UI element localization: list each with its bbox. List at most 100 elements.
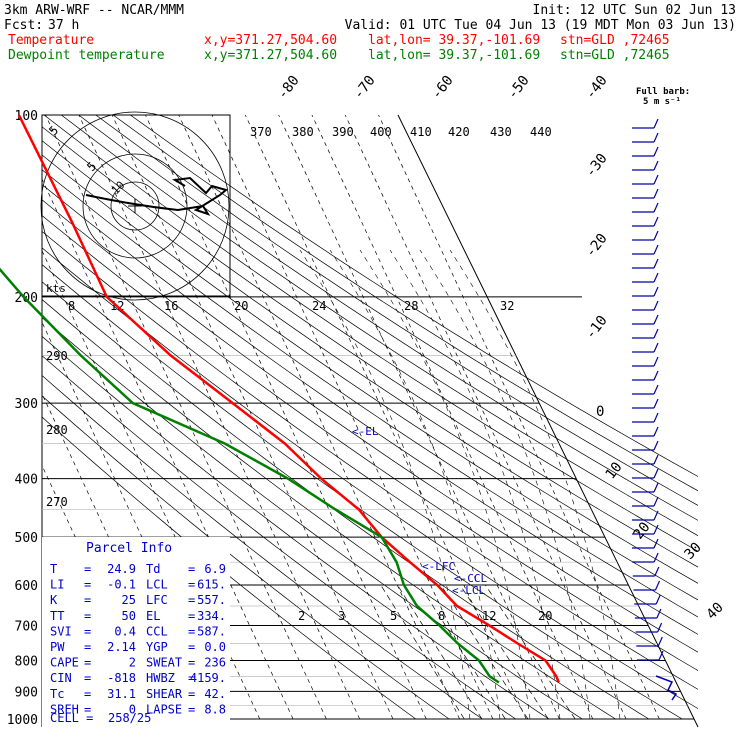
dewpoint-station: stn=GLD ,72465 [560,48,670,63]
dewpoint-legend: Dewpoint temperature [8,48,165,63]
theta-label: 370 [250,125,272,139]
isotherm-line [344,115,627,720]
ccl-annotation: <-CCL [454,572,487,585]
parcel-param-equals: = [84,593,91,607]
mixing-ratio-label: 2 [298,609,305,623]
wind-barb-flag [653,328,659,339]
wind-barb-flag [657,636,663,647]
parcel-param-name: SVI [50,624,72,638]
wind-barb-flag [654,566,660,577]
dry-adiabat-line [42,231,698,690]
parcel-param-equals: = [188,578,195,592]
parcel-param-name: CCL [146,624,168,638]
parcel-param-name: SHEAR [146,687,183,701]
wind-barbs [632,118,678,701]
moist-adiabat-line [389,249,561,720]
dry-adiabat-line [42,126,698,568]
dry-adiabat-line [61,115,698,537]
isotherms-group [42,115,660,720]
isotherm-label: -50 [505,73,533,103]
parcel-param-value: 0.0 [204,640,226,654]
mixing-ratio-line [380,584,465,720]
dry-adiabat-line [42,335,550,720]
dry-adiabat-line [42,375,483,720]
dry-adiabat-line [42,215,698,671]
isotherm-label: 20 [631,519,654,542]
parcel-param-name: CAPE [50,656,79,670]
theta-label: 430 [490,125,512,139]
hodograph-ring [40,111,230,301]
parcel-param-equals: = [188,624,195,638]
pressure-tick-label: 1000 [7,713,38,728]
parcel-param-name: TT [50,609,64,623]
pressure-tick-label: 300 [15,397,38,412]
barb-legend-units: 5 m s⁻¹ [643,97,681,107]
mixing-ratio-label: 8 [438,609,445,623]
parcel-param-value: 557. [197,593,226,607]
parcel-param-value: 0.4 [114,624,136,638]
parcel-param-value: -818 [107,671,136,685]
isotherm-label: -60 [429,73,457,103]
isotherm-label: -80 [275,73,303,103]
theta-label: 270 [46,495,68,509]
parcel-param-name: PW [50,640,65,654]
wind-barb-flag [653,300,659,311]
dry-adiabat-line [42,395,450,720]
dewpoint-profile [0,267,500,684]
pressure-tick-label: 100 [15,109,38,124]
mixing-ratio-group [299,249,621,720]
parcel-param-name: CIN [50,671,72,685]
parcel-param-value: 334. [197,609,226,623]
parcel-param-name: T [50,562,57,576]
hodograph-speed-label: 20 [234,299,248,313]
wind-barb-flag [653,202,659,213]
pressure-tick-label: 400 [15,473,38,488]
parcel-param-value: 8.8 [204,702,226,716]
hodograph-speed-label: 32 [500,299,514,313]
hodograph-speed-label: 8 [68,299,75,313]
parcel-param-equals: = [84,609,91,623]
hodograph-ring [82,153,188,259]
parcel-param-equals: = [188,640,195,654]
parcel-param-value: 50 [122,609,136,623]
hodograph-trace [85,176,229,216]
temperature-legend: Temperature [8,33,94,48]
parcel-param-value: 2 [129,656,136,670]
parcel-param-value: 24.9 [107,562,136,576]
hodograph-ring-label: 5 [46,123,61,138]
mixing-ratio-line [459,584,549,720]
mixing-ratio-line [397,584,483,720]
moist-adiabat-line [419,249,591,720]
theta-label: 290 [46,349,68,363]
parcel-param-equals: = [84,562,91,576]
dry-adiabat-line [42,169,698,618]
hodograph-frame [41,114,231,297]
parcel-param-name: Tc [50,687,64,701]
parcel-param-name: EL [146,609,160,623]
wind-barb-flag [653,314,659,325]
parcel-param-name: LCL [146,578,168,592]
theta-label: 410 [410,125,432,139]
parcel-info-panel: Parcel Info T = 24.9 Td = 6.9LI = -0.1 LCL = 615.K… [42,537,230,727]
mixing-ratio-label: 5 [390,609,397,623]
isotherm-label: -40 [583,73,611,103]
isotherm-label: -30 [583,151,611,181]
temperature-latlon: lat,lon= 39.37,-101.69 [368,33,540,48]
wind-barb-flag [653,174,659,185]
parcel-param-equals: = [188,671,195,685]
wind-barb-flag [653,370,659,381]
isotherm-line [211,115,494,720]
wind-barb-flag [653,496,659,507]
parcel-param-value: 42. [204,687,226,701]
wind-barb-flag [655,594,661,605]
dry-adiabat-line [42,299,616,720]
theta-label: 420 [448,125,470,139]
theta-label: 400 [370,125,392,139]
parcel-param-equals: = [188,702,195,716]
isotherm-label: -10 [583,313,611,343]
parcel-param-equals: = [84,640,91,654]
pressure-tick-label: 600 [15,579,38,594]
isotherm-line [45,115,327,720]
